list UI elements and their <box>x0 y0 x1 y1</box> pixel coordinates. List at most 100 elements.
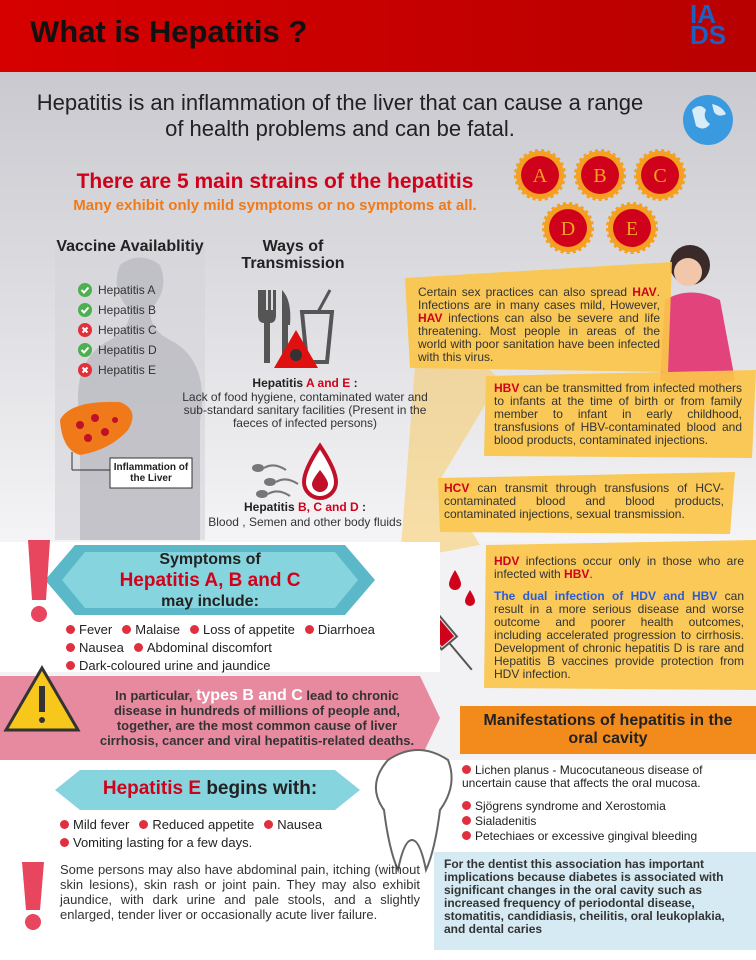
text-segment: HCV <box>444 481 470 495</box>
hepatitis-e-list: Mild fever Reduced appetite Nausea Vomiting… <box>60 816 390 852</box>
vaccine-icon <box>78 283 92 297</box>
text-segment: HBV <box>564 567 590 581</box>
note: HBV can be transmitted from infected mot… <box>494 382 742 447</box>
vaccine-item: Hepatitis D <box>78 340 157 360</box>
symptoms-list: Fever Malaise Loss of appetite Diarrhoea Nau… <box>66 621 406 675</box>
oral-item: Sjögrens syndrome and Xerostomia <box>462 800 738 813</box>
vaccine-item: Hepatitis A <box>78 280 157 300</box>
transmission-text: Lack of food hygiene, contaminated water… <box>182 390 428 430</box>
hepatitis-e-title: Hepatitis E begins with: <box>70 778 350 800</box>
oral-item: Sialadenitis <box>462 815 738 828</box>
text-segment: infections occur only in those who are i… <box>494 554 744 581</box>
text-segment: can result in a more serious disease and… <box>494 589 744 681</box>
vaccine-icon <box>78 343 92 357</box>
vaccine-list: Hepatitis A Hepatitis B Hepatitis C Hepatit… <box>78 280 157 380</box>
strain-letter: E <box>626 218 638 240</box>
transmission-text: Blood , Semen and other body fluids <box>208 515 402 529</box>
strain-badge <box>641 156 679 194</box>
text-segment: Hepatitis A, B and C <box>119 570 301 591</box>
note: HCV can transmit through transfusions of… <box>444 482 724 521</box>
strain-letter: A <box>533 165 548 187</box>
text-segment: Hepatitis <box>243 500 298 514</box>
note: HDV infections occur only in those who a… <box>494 555 744 581</box>
vaccine-label: Hepatitis E <box>98 363 157 377</box>
icon-glyph <box>80 286 90 294</box>
vaccine-label: Hepatitis D <box>98 343 157 357</box>
text-segment: HBV <box>494 381 520 395</box>
text-segment: . Infections are in many cases mild, How… <box>418 285 660 312</box>
strain-badge <box>581 156 619 194</box>
symptoms-title-line: Symptoms of <box>80 550 340 569</box>
text-segment: lead to chronic disease in hundreds of m… <box>99 688 415 748</box>
transmission-title: Ways of Transmission <box>241 238 345 272</box>
icon-glyph <box>81 326 89 334</box>
oral-item: Lichen planus - Mucocutaneous disease of… <box>462 764 738 790</box>
symptom: Fever <box>66 622 112 638</box>
hepatitis-e-symptom: Nausea <box>264 817 322 833</box>
symptoms-title-line: may include: <box>80 592 340 611</box>
symptom: Nausea <box>66 640 124 656</box>
vaccine-label: Hepatitis A <box>98 283 156 297</box>
warning: In particular, types B and C lead to chr… <box>92 687 422 749</box>
vaccine-label: Hepatitis B <box>98 303 157 317</box>
strains-subtitle: Many exhibit only mild symptoms or no sy… <box>73 197 477 214</box>
vaccine-title: Vaccine Availablitiy <box>56 238 204 255</box>
vaccine-item: Hepatitis C <box>78 320 157 340</box>
text-segment: Certain sex practices can also spread <box>418 285 633 299</box>
vaccine-icon <box>78 363 92 377</box>
transmission-heading: Hepatitis B, C and D : <box>170 500 440 514</box>
symptom: Dark-coloured urine and jaundice <box>66 658 271 674</box>
text-segment: In particular, <box>115 688 197 703</box>
text-segment: Hepatitis E <box>102 778 202 799</box>
text-segment: begins with: <box>201 778 318 799</box>
strain-badge <box>521 156 559 194</box>
symptom: Malaise <box>122 622 180 638</box>
oral-item: Petechiaes or excessive gingival bleedin… <box>462 830 738 843</box>
text-segment: Symptoms of <box>159 551 261 568</box>
text-segment: may include: <box>161 593 259 610</box>
symptom: Abdominal discomfort <box>134 640 272 656</box>
logo: IADS <box>690 0 727 50</box>
text-segment: A and E <box>306 376 351 390</box>
dentist-note: For the dentist this association has imp… <box>444 857 725 936</box>
strain-badge <box>613 209 651 247</box>
transmission-heading: Hepatitis A and E : <box>170 376 440 390</box>
strain-letter: C <box>653 165 666 187</box>
text-segment: The dual infection of HDV and HBV <box>494 589 718 603</box>
strain-badge <box>549 209 587 247</box>
text-segment: HDV <box>494 554 520 568</box>
note: Certain sex practices can also spread HA… <box>418 286 660 364</box>
text-segment: infections can also be severe and life t… <box>418 311 660 364</box>
symptoms-title-line: Hepatitis A, B and C <box>80 569 340 592</box>
vaccine-label: Hepatitis C <box>98 323 157 337</box>
vaccine-icon <box>78 323 92 337</box>
text-segment: . <box>589 567 593 581</box>
intro: Hepatitis is an inflammation of the live… <box>36 90 644 141</box>
text-segment: types B and C <box>196 687 303 704</box>
note: The dual infection of HDV and HBV can re… <box>494 590 744 681</box>
text-segment: B, C and D <box>298 500 359 514</box>
icon-glyph <box>81 366 89 374</box>
liver-label: Inflammation of the Liver <box>113 462 189 484</box>
text-segment: Hepatitis <box>252 376 306 390</box>
vaccine-item: Hepatitis B <box>78 300 157 320</box>
hepatitis-e-symptom: Mild fever <box>60 817 129 833</box>
symptom: Loss of appetite <box>190 622 295 638</box>
strain-letter: B <box>593 165 606 187</box>
text-segment: can be transmitted from infected mothers… <box>494 381 742 447</box>
text-segment: HAV <box>418 311 443 325</box>
symptoms-title: Symptoms of Hepatitis A, B and C may inclu… <box>80 550 340 611</box>
symptom: Diarrhoea <box>305 622 375 638</box>
hepatitis-e-symptom: Reduced appetite <box>139 817 254 833</box>
oral-title: Manifestations of hepatitis in the oral … <box>483 712 733 747</box>
hepatitis-e-extra: Some persons may also have abdominal pai… <box>60 862 420 922</box>
oral-list: Lichen planus - Mucocutaneous disease of… <box>462 764 748 845</box>
text-segment: HAV <box>632 285 657 299</box>
vaccine-icon <box>78 303 92 317</box>
text-segment: : <box>358 500 367 514</box>
vaccine-item: Hepatitis E <box>78 360 157 380</box>
strains-title: There are 5 main strains of the hepatiti… <box>76 170 474 193</box>
page-title: What is Hepatitis ? <box>30 14 308 49</box>
